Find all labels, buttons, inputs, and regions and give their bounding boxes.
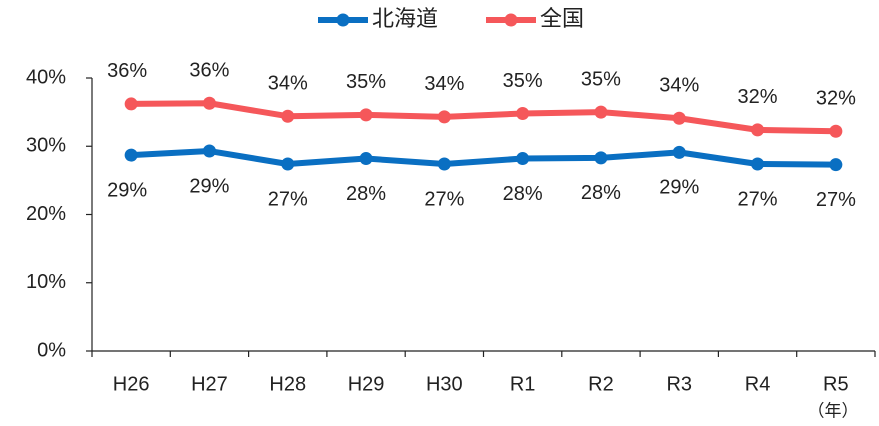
data-label: 34% xyxy=(268,73,308,95)
point xyxy=(751,157,765,171)
x-tick-label: H28 xyxy=(269,373,306,395)
data-label: 29% xyxy=(189,175,229,197)
data-label: 34% xyxy=(424,73,464,95)
point xyxy=(516,152,530,166)
x-tick-label: R1 xyxy=(510,373,536,395)
x-tick-label: R2 xyxy=(588,373,614,395)
x-unit-label: （年） xyxy=(808,401,859,420)
data-label: 27% xyxy=(816,189,856,211)
data-label: 29% xyxy=(659,177,699,199)
point xyxy=(281,157,295,171)
point xyxy=(359,152,373,166)
data-label: 27% xyxy=(424,188,464,210)
x-tick-label: R3 xyxy=(666,373,692,395)
point xyxy=(281,109,295,123)
point xyxy=(516,106,530,120)
point xyxy=(202,96,216,110)
x-tick-label: R5 xyxy=(823,373,849,395)
point xyxy=(829,124,843,138)
data-label: 32% xyxy=(816,88,856,110)
point xyxy=(124,97,138,111)
point xyxy=(437,110,451,124)
data-label: 28% xyxy=(346,183,386,205)
data-label: 28% xyxy=(503,183,543,205)
data-label: 29% xyxy=(107,179,147,201)
legend-marker xyxy=(504,13,518,27)
legend-label: 北海道 xyxy=(372,6,438,31)
x-tick-label: H29 xyxy=(348,373,385,395)
data-label: 28% xyxy=(581,182,621,204)
x-tick-label: R4 xyxy=(745,373,771,395)
data-label: 34% xyxy=(659,75,699,97)
x-tick-label: H30 xyxy=(426,373,463,395)
point xyxy=(594,105,608,119)
data-label: 35% xyxy=(346,71,386,93)
series-line xyxy=(131,100,836,135)
data-label: 27% xyxy=(268,188,308,210)
y-tick-label: 30% xyxy=(26,135,66,157)
legend-label: 全国 xyxy=(540,6,584,31)
legend-marker xyxy=(336,13,350,27)
data-label: 27% xyxy=(738,188,778,210)
point xyxy=(594,151,608,165)
point xyxy=(829,158,843,172)
point xyxy=(202,144,216,158)
y-tick-label: 20% xyxy=(26,203,66,225)
data-label: 36% xyxy=(189,60,229,82)
point xyxy=(672,111,686,125)
y-tick-label: 40% xyxy=(26,66,66,88)
point xyxy=(124,148,138,162)
x-tick-label: H26 xyxy=(113,373,150,395)
point xyxy=(672,145,686,159)
series-line xyxy=(130,148,836,168)
data-label: 35% xyxy=(503,70,543,92)
y-tick-label: 0% xyxy=(37,339,66,361)
point xyxy=(751,123,765,137)
x-tick-label: H27 xyxy=(191,373,228,395)
data-label: 32% xyxy=(738,86,778,108)
point xyxy=(359,108,373,122)
y-tick-label: 10% xyxy=(26,271,66,293)
data-label: 35% xyxy=(581,68,621,90)
data-label: 36% xyxy=(107,60,147,82)
point xyxy=(437,157,451,171)
